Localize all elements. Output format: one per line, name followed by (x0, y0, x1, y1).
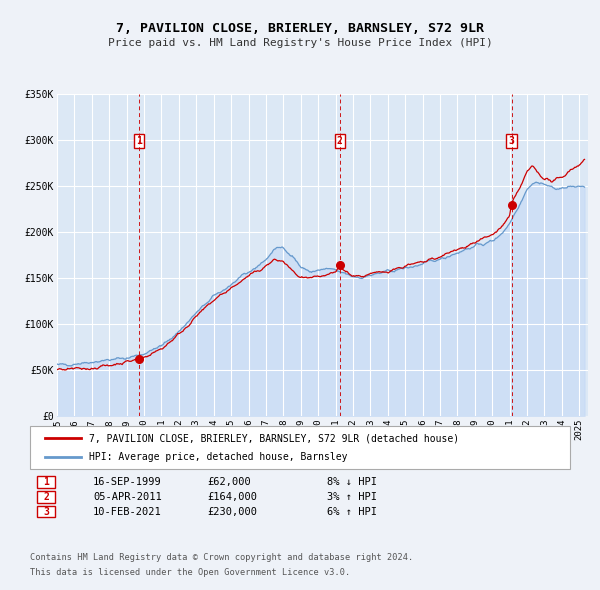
Text: 05-APR-2011: 05-APR-2011 (93, 492, 162, 502)
Text: 3: 3 (43, 507, 49, 516)
Text: 2: 2 (337, 136, 343, 146)
Text: 16-SEP-1999: 16-SEP-1999 (93, 477, 162, 487)
Text: HPI: Average price, detached house, Barnsley: HPI: Average price, detached house, Barn… (89, 452, 347, 462)
Text: 3: 3 (509, 136, 515, 146)
Text: This data is licensed under the Open Government Licence v3.0.: This data is licensed under the Open Gov… (30, 568, 350, 577)
Text: 3% ↑ HPI: 3% ↑ HPI (327, 492, 377, 502)
Text: Price paid vs. HM Land Registry's House Price Index (HPI): Price paid vs. HM Land Registry's House … (107, 38, 493, 48)
Text: 2: 2 (43, 492, 49, 502)
Text: 7, PAVILION CLOSE, BRIERLEY, BARNSLEY, S72 9LR: 7, PAVILION CLOSE, BRIERLEY, BARNSLEY, S… (116, 22, 484, 35)
Text: 1: 1 (43, 477, 49, 487)
Text: 1: 1 (136, 136, 142, 146)
Text: 6% ↑ HPI: 6% ↑ HPI (327, 507, 377, 516)
Text: Contains HM Land Registry data © Crown copyright and database right 2024.: Contains HM Land Registry data © Crown c… (30, 553, 413, 562)
Text: 10-FEB-2021: 10-FEB-2021 (93, 507, 162, 516)
Text: 7, PAVILION CLOSE, BRIERLEY, BARNSLEY, S72 9LR (detached house): 7, PAVILION CLOSE, BRIERLEY, BARNSLEY, S… (89, 433, 459, 443)
Text: £230,000: £230,000 (207, 507, 257, 516)
Text: 8% ↓ HPI: 8% ↓ HPI (327, 477, 377, 487)
Text: £62,000: £62,000 (207, 477, 251, 487)
Text: £164,000: £164,000 (207, 492, 257, 502)
